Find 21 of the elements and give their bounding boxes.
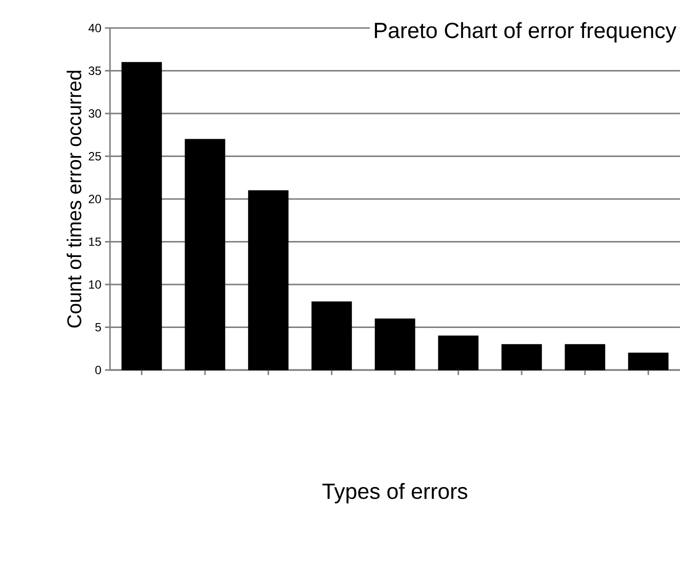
bar bbox=[184, 138, 226, 370]
y-tick-label: 5 bbox=[95, 323, 101, 332]
bar bbox=[374, 318, 416, 370]
y-tick-label: 0 bbox=[95, 366, 102, 374]
y-tick-label: 30 bbox=[88, 109, 102, 118]
y-tick-label: 20 bbox=[88, 194, 102, 204]
bar bbox=[121, 62, 162, 370]
chart-title: Pareto Chart of error frequency bbox=[374, 22, 676, 43]
bar bbox=[311, 301, 352, 370]
bar bbox=[501, 344, 542, 370]
y-tick-label: 25 bbox=[88, 152, 101, 160]
bar bbox=[248, 190, 289, 370]
bar bbox=[564, 344, 606, 370]
bar bbox=[438, 336, 479, 370]
y-tick-label: 15 bbox=[89, 238, 101, 246]
bar bbox=[628, 352, 669, 370]
x-axis-title: Types of errors bbox=[322, 482, 468, 504]
y-axis-title: Count of times error occurred bbox=[66, 70, 82, 328]
y-tick-label: 35 bbox=[88, 66, 101, 75]
y-tick-label: 10 bbox=[89, 280, 102, 289]
y-tick-label: 40 bbox=[88, 24, 102, 32]
